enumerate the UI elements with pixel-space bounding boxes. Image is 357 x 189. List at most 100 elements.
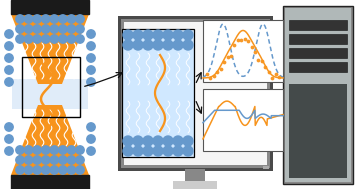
Circle shape <box>87 147 95 155</box>
Point <box>215 70 220 73</box>
Circle shape <box>123 146 133 156</box>
Circle shape <box>59 156 67 164</box>
Point <box>276 76 282 79</box>
Circle shape <box>133 30 143 40</box>
Circle shape <box>183 146 193 156</box>
Circle shape <box>33 146 41 154</box>
Circle shape <box>163 136 173 146</box>
Point <box>252 51 258 54</box>
Circle shape <box>143 40 153 50</box>
Point <box>266 70 272 74</box>
Point <box>218 68 223 71</box>
Circle shape <box>5 147 13 155</box>
Circle shape <box>59 166 67 174</box>
Circle shape <box>5 30 13 38</box>
Point <box>269 77 275 80</box>
Point <box>245 39 251 42</box>
Circle shape <box>87 135 95 143</box>
Circle shape <box>33 156 41 164</box>
Circle shape <box>41 166 50 174</box>
Bar <box>289 62 347 72</box>
Bar <box>285 8 351 182</box>
Circle shape <box>24 146 33 154</box>
Circle shape <box>163 40 173 50</box>
Circle shape <box>5 135 13 143</box>
Circle shape <box>41 35 50 43</box>
Circle shape <box>87 42 95 50</box>
Point <box>211 74 217 77</box>
Circle shape <box>24 156 33 164</box>
Circle shape <box>59 15 67 23</box>
Circle shape <box>67 166 76 174</box>
Point <box>249 46 255 49</box>
Circle shape <box>67 25 76 33</box>
Bar <box>121 19 270 168</box>
Circle shape <box>5 42 13 50</box>
Bar <box>11 0 89 14</box>
Circle shape <box>173 136 183 146</box>
Circle shape <box>5 66 13 74</box>
Circle shape <box>41 15 50 23</box>
Polygon shape <box>11 105 89 175</box>
Circle shape <box>41 156 50 164</box>
Circle shape <box>133 136 143 146</box>
Circle shape <box>16 35 24 43</box>
Circle shape <box>59 25 67 33</box>
Point <box>259 59 265 62</box>
Circle shape <box>123 40 133 50</box>
Circle shape <box>153 40 163 50</box>
Circle shape <box>143 30 153 40</box>
Circle shape <box>16 146 24 154</box>
Circle shape <box>50 146 59 154</box>
Circle shape <box>76 25 84 33</box>
Circle shape <box>50 35 59 43</box>
Circle shape <box>76 146 84 154</box>
Point <box>232 43 237 46</box>
Circle shape <box>33 166 41 174</box>
Circle shape <box>16 156 24 164</box>
Circle shape <box>87 54 95 62</box>
Circle shape <box>76 156 84 164</box>
Circle shape <box>163 146 173 156</box>
Point <box>262 66 268 69</box>
Bar <box>289 48 347 58</box>
Circle shape <box>87 78 95 86</box>
Circle shape <box>133 40 143 50</box>
Circle shape <box>67 146 76 154</box>
Circle shape <box>41 146 50 154</box>
Point <box>235 39 241 42</box>
Circle shape <box>16 25 24 33</box>
Circle shape <box>173 146 183 156</box>
Circle shape <box>87 123 95 131</box>
Bar <box>289 20 347 30</box>
Bar <box>22 57 80 117</box>
Bar <box>12 79 88 109</box>
Circle shape <box>123 30 133 40</box>
Circle shape <box>163 30 173 40</box>
Point <box>204 73 210 76</box>
Bar <box>263 166 269 169</box>
Bar <box>185 169 205 183</box>
Circle shape <box>183 40 193 50</box>
Point <box>207 77 213 80</box>
Circle shape <box>183 30 193 40</box>
Circle shape <box>183 136 193 146</box>
Circle shape <box>5 54 13 62</box>
Bar <box>203 89 283 151</box>
Circle shape <box>173 30 183 40</box>
Bar <box>203 20 283 82</box>
Circle shape <box>67 156 76 164</box>
Bar <box>289 84 347 178</box>
Circle shape <box>59 35 67 43</box>
Circle shape <box>50 166 59 174</box>
Bar <box>11 175 89 189</box>
Point <box>221 61 227 64</box>
Point <box>225 55 230 58</box>
Circle shape <box>24 15 33 23</box>
Point <box>256 59 261 62</box>
Point <box>228 54 234 57</box>
Circle shape <box>50 25 59 33</box>
Bar <box>173 181 217 189</box>
Circle shape <box>33 35 41 43</box>
Circle shape <box>67 35 76 43</box>
